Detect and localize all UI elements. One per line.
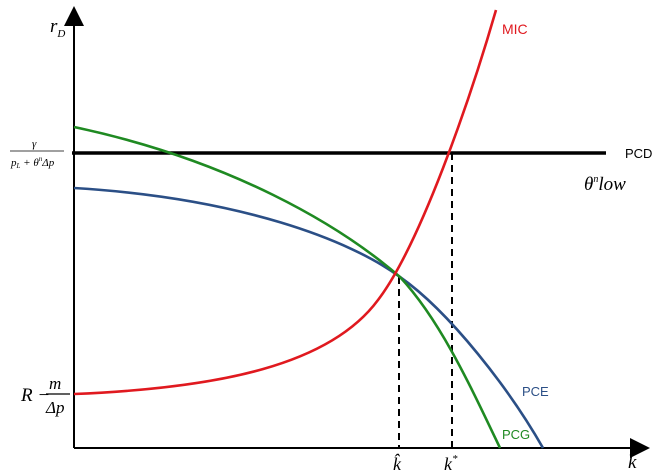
pce-label: PCE [522, 384, 549, 399]
pcd-label: PCD [625, 146, 652, 161]
svg-text:R −: R − [20, 385, 50, 406]
k-hat-tick-label: k̂ [393, 453, 402, 474]
svg-text:Δp: Δp [45, 398, 64, 417]
y-axis-label: rD [50, 16, 65, 40]
svg-text:m: m [49, 374, 61, 393]
svg-text:γ: γ [32, 138, 37, 150]
mic-curve [73, 9, 498, 396]
intercept-tick-label: R − m Δp [20, 374, 70, 417]
pcg-curve [73, 125, 502, 449]
pcg-label: PCG [502, 427, 530, 442]
pce-curve [73, 186, 545, 449]
k-star-tick-label: k* [444, 453, 458, 474]
pcd-level-tick-label: γ pL + θnΔp [10, 138, 64, 170]
x-axis-label: k [628, 452, 637, 473]
theta-low-annotation: θnlow [584, 174, 626, 195]
mic-label: MIC [502, 21, 528, 37]
svg-text:pL + θnΔp: pL + θnΔp [10, 155, 55, 170]
